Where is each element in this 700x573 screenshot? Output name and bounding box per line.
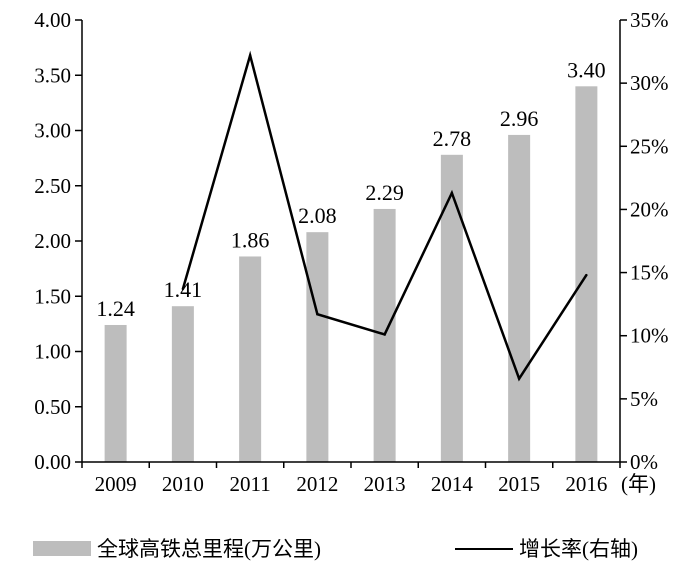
bar-series: 1.241.411.862.082.292.782.963.40 bbox=[96, 57, 606, 463]
bar-data-label: 2.96 bbox=[500, 106, 539, 131]
legend-line-label: 增长率(右轴) bbox=[519, 537, 638, 561]
bar-data-label: 2.29 bbox=[365, 180, 404, 205]
bar bbox=[508, 134, 531, 463]
line-point bbox=[450, 191, 454, 195]
x-tick-label: 2015 bbox=[498, 472, 540, 496]
bar bbox=[171, 306, 194, 462]
x-tick-label: 2016 bbox=[565, 472, 607, 496]
legend: 全球高铁总里程(万公里) 增长率(右轴) bbox=[33, 537, 638, 561]
bar-data-label: 1.24 bbox=[96, 296, 135, 321]
x-tick-label: 2014 bbox=[431, 472, 474, 496]
bar bbox=[440, 154, 463, 462]
left-y-tick-label: 4.00 bbox=[34, 8, 71, 32]
right-y-tick-label: 20% bbox=[630, 197, 669, 221]
line-point bbox=[383, 333, 386, 336]
left-y-tick-label: 1.50 bbox=[34, 284, 71, 308]
left-y-tick-label: 3.50 bbox=[34, 63, 71, 87]
axes: 0.00 0.50 1.00 1.50 2.00 2.50 3.00 3.50 4.00 0% 5%… bbox=[34, 8, 668, 496]
right-y-tick-label: 0% bbox=[630, 450, 658, 474]
right-y-tick-label: 35% bbox=[630, 8, 669, 32]
left-y-tick-label: 3.00 bbox=[34, 119, 71, 143]
bar bbox=[104, 324, 127, 462]
right-y-tick-label: 15% bbox=[630, 261, 669, 285]
left-y-tick-label: 0.00 bbox=[34, 450, 71, 474]
left-y-tick-label: 0.50 bbox=[34, 395, 71, 419]
left-y-tick-label: 2.00 bbox=[34, 229, 71, 253]
bar bbox=[239, 256, 262, 462]
right-y-tick-label: 25% bbox=[630, 134, 669, 158]
bar bbox=[306, 232, 329, 462]
line-series bbox=[181, 50, 588, 382]
line-point bbox=[316, 313, 319, 316]
line-point bbox=[517, 377, 521, 380]
x-tick-label: 2013 bbox=[364, 472, 406, 496]
legend-bar-label: 全球高铁总里程(万公里) bbox=[97, 537, 321, 561]
left-y-tick-label: 2.50 bbox=[34, 174, 71, 198]
x-axis-unit: (年) bbox=[621, 472, 656, 496]
left-y-tick-label: 1.00 bbox=[34, 340, 71, 364]
bar-data-label: 2.08 bbox=[298, 203, 337, 228]
right-y-tick-label: 30% bbox=[630, 71, 669, 95]
right-y-tick-label: 10% bbox=[630, 324, 669, 348]
x-tick-label: 2009 bbox=[95, 472, 137, 496]
line-point bbox=[585, 273, 588, 277]
x-tick-label: 2011 bbox=[230, 472, 271, 496]
line-point bbox=[248, 54, 252, 57]
bar-data-label: 1.86 bbox=[231, 227, 270, 252]
bar-data-label: 3.40 bbox=[567, 57, 606, 82]
x-tick-label: 2012 bbox=[296, 472, 338, 496]
x-tick-label: 2010 bbox=[162, 472, 204, 496]
bar-data-label: 2.78 bbox=[433, 126, 472, 151]
legend-bar-swatch bbox=[33, 541, 91, 556]
line-point bbox=[181, 287, 185, 291]
right-y-tick-label: 5% bbox=[630, 387, 658, 411]
